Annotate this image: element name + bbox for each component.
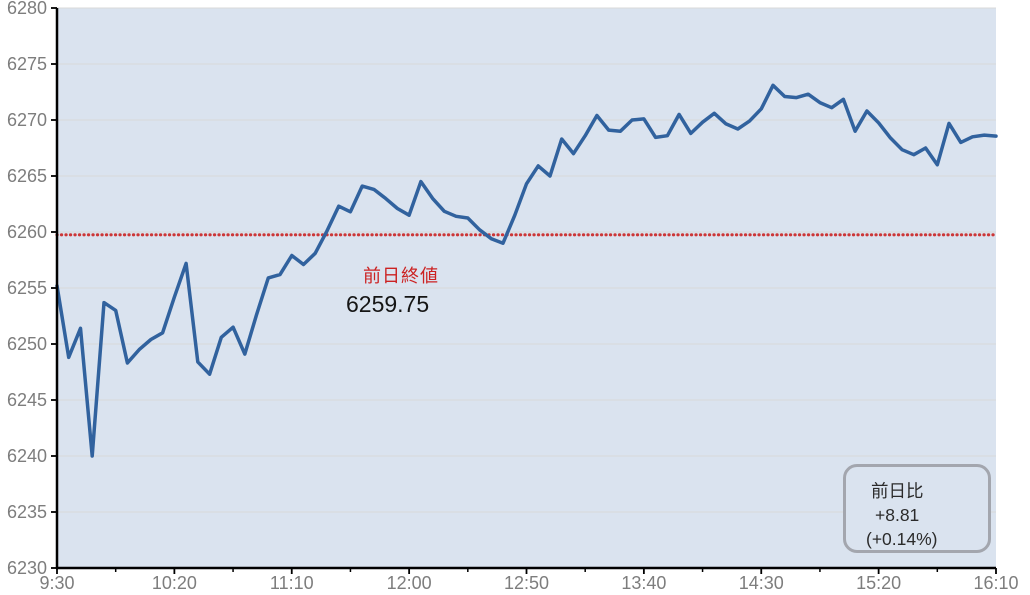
x-tick-label: 12:50 [504,573,549,593]
daily-change-title: 前日比 [871,481,924,501]
y-tick-label: 6245 [7,390,47,410]
daily-change-box: 前日比 +8.81 (+0.14%) [843,464,991,553]
daily-change-percent: (+0.14%) [866,529,938,549]
previous-close-value: 6259.75 [346,291,430,317]
daily-change-value: +8.81 [875,505,920,525]
y-tick-label: 6235 [7,502,47,522]
y-tick-label: 6280 [7,0,47,18]
x-tick-label: 12:00 [387,573,432,593]
x-tick-label: 15:20 [856,573,901,593]
y-tick-label: 6230 [7,558,47,578]
x-tick-label: 9:30 [39,573,74,593]
x-tick-label: 13:40 [621,573,666,593]
y-tick-label: 6270 [7,110,47,130]
price-line [55,83,998,458]
previous-close-label: 前日終値 [363,266,439,286]
y-tick-label: 6260 [7,222,47,242]
y-tick-label: 6255 [7,278,47,298]
x-tick-label: 11:10 [270,573,314,593]
y-tick-label: 6275 [7,54,47,74]
y-tick-label: 6265 [7,166,47,186]
x-tick-label: 10:20 [152,573,197,593]
y-tick-label: 6240 [7,446,47,466]
x-tick-label: 14:30 [739,573,784,593]
x-tick-label: 16:10 [973,573,1018,593]
y-tick-label: 6250 [7,334,47,354]
